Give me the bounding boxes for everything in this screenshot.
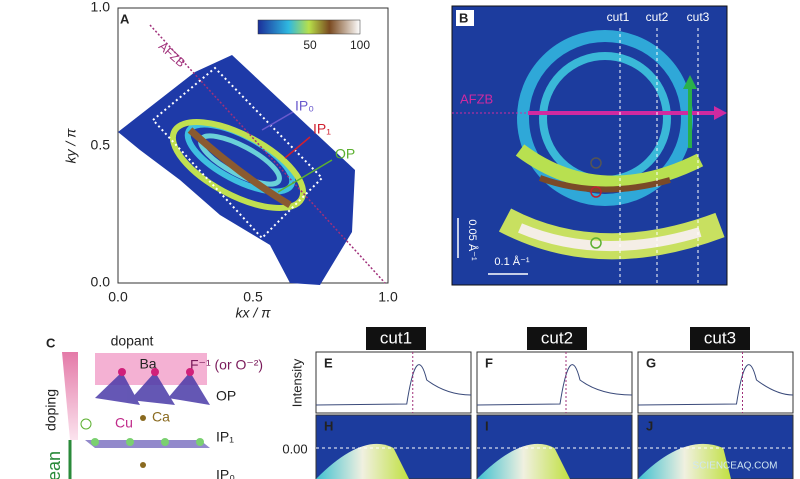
atom <box>91 438 99 446</box>
arrow <box>277 159 333 193</box>
panel-label: C <box>46 335 56 350</box>
dopant-label: dopant <box>111 333 154 349</box>
arrow-head <box>714 106 727 120</box>
ring <box>169 119 307 211</box>
panel-label: J <box>646 418 653 433</box>
pyramid <box>168 372 210 405</box>
panel-label: G <box>646 355 656 370</box>
cut-header-box <box>690 327 750 350</box>
map-band <box>477 443 570 479</box>
afzb-label: AFZB <box>460 91 493 106</box>
o-marker <box>80 418 92 430</box>
label-box <box>456 10 474 26</box>
panel-label: H <box>324 418 333 433</box>
edc-curve <box>637 364 794 406</box>
layer-label: OP <box>216 388 236 404</box>
pyramid <box>130 372 175 405</box>
afzb-label: AFZB <box>156 39 188 70</box>
edc-panel <box>637 351 794 414</box>
x-tick-label: 1.0 <box>378 289 398 305</box>
colorbar-tick: 50 <box>303 38 317 52</box>
x-tick-label: 0.0 <box>108 289 128 305</box>
marker <box>590 237 602 249</box>
cut-header: cut1 <box>380 328 412 347</box>
cut-header: cut2 <box>541 328 573 347</box>
y-tick-label: 1.0 <box>91 0 111 15</box>
cut-label: cut1 <box>607 10 630 24</box>
axes-frame <box>117 7 389 284</box>
ca-atom <box>140 462 146 468</box>
band-label: OP <box>335 146 355 162</box>
ring <box>515 144 704 190</box>
pyramids <box>95 372 210 405</box>
cut-label: cut2 <box>646 10 669 24</box>
atom <box>126 438 134 446</box>
panel-label: A <box>120 11 130 26</box>
edc-panel <box>476 351 633 414</box>
edc-panel <box>315 351 472 414</box>
intensity-label: Intensity <box>289 358 304 407</box>
band-label: IP₀ <box>295 98 314 114</box>
colorbar <box>257 19 361 35</box>
arrow <box>284 136 311 159</box>
marker <box>590 157 602 169</box>
arrow <box>261 111 294 131</box>
ba-label: Ba <box>139 356 156 372</box>
atom <box>196 438 204 446</box>
colorbar-tick: 100 <box>350 38 370 52</box>
edc-curve <box>476 364 633 406</box>
ring <box>187 127 292 209</box>
atom <box>151 368 159 376</box>
layer-label: IP₁ <box>216 429 234 445</box>
scale-label: 0.1 Å⁻¹ <box>494 255 529 268</box>
panel-label: F <box>485 355 493 370</box>
y-tick-label: 0.5 <box>91 137 111 153</box>
edc-curve <box>315 364 472 406</box>
doping-wedge <box>62 352 78 440</box>
cut-header-box <box>527 327 587 350</box>
panel-label: I <box>485 418 489 433</box>
oxygen-atoms <box>91 438 204 446</box>
panel-label: B <box>459 10 468 25</box>
doping-label: doping <box>43 389 59 431</box>
cu-plane <box>85 440 210 448</box>
x-tick-label: 0.5 <box>243 289 263 305</box>
energy-tick: 0.00 <box>282 441 307 456</box>
fermi-rings <box>169 119 307 211</box>
atom-label: Ca <box>152 409 170 425</box>
band-label: IP₁ <box>313 121 331 137</box>
atom <box>118 368 126 376</box>
y-tick-label: 0.0 <box>91 274 111 290</box>
ca-atom <box>140 415 146 421</box>
atom <box>186 368 194 376</box>
map-band <box>316 443 409 479</box>
anion-label: F⁻¹ (or O⁻²) <box>190 357 263 373</box>
ring <box>517 30 693 206</box>
ring <box>538 175 671 193</box>
scale-label: 0.05 Å⁻¹ <box>466 219 479 261</box>
pyramid <box>95 372 140 405</box>
arrow-head <box>683 75 697 89</box>
layer-label: IP₀ <box>216 467 235 479</box>
ring <box>518 223 702 251</box>
watermark: SCIENCEAQ.COM <box>692 461 777 472</box>
cut-header: cut3 <box>704 328 736 347</box>
cut-header-box <box>366 327 426 350</box>
marker <box>590 186 602 198</box>
map-band <box>638 443 731 479</box>
atom-label: Cu <box>115 415 133 431</box>
side-label: ean <box>44 451 64 479</box>
apical-atoms <box>118 368 194 376</box>
x-axis-label: kx / π <box>235 305 271 321</box>
cut-label: cut3 <box>687 10 710 24</box>
y-axis-label: ky / π <box>63 128 79 164</box>
cut-lines <box>619 28 699 285</box>
panel-b-rings <box>498 30 725 260</box>
panel-label: E <box>324 355 333 370</box>
atom <box>161 438 169 446</box>
